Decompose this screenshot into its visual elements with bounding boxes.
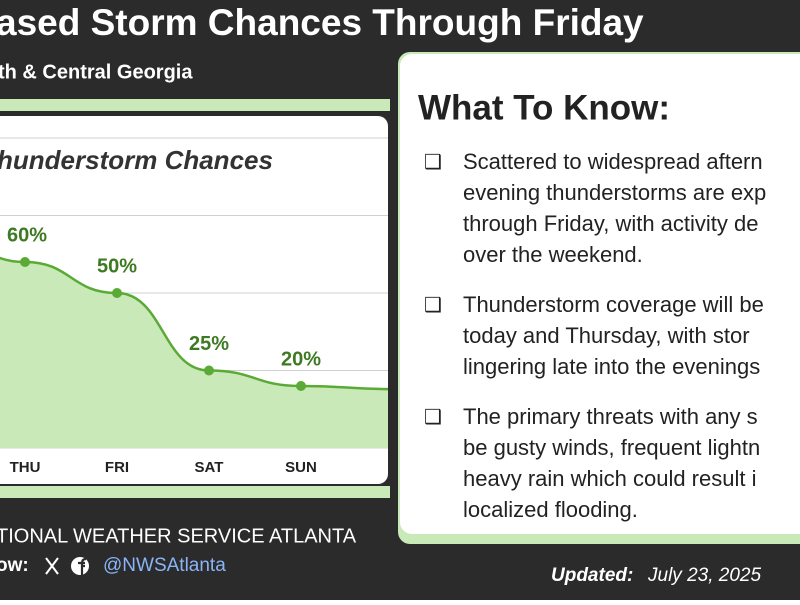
value-label: 25% bbox=[189, 333, 229, 355]
facebook-icon[interactable] bbox=[71, 557, 89, 575]
bullet-line: be gusty winds, frequent lightn bbox=[463, 435, 760, 460]
bullet-line: today and Thursday, with stor bbox=[463, 323, 750, 348]
know-title: What To Know: bbox=[418, 88, 670, 127]
x-tick-label: FRI bbox=[105, 459, 129, 476]
area bbox=[0, 231, 388, 448]
bullet-line: Thunderstorm coverage will be bbox=[463, 292, 764, 317]
know-panel bbox=[400, 54, 800, 534]
point bbox=[112, 288, 122, 298]
updated-date: July 23, 2025 bbox=[647, 565, 761, 586]
bullet-icon: ❑ bbox=[424, 406, 442, 428]
chart-title: hunderstorm Chances bbox=[0, 145, 273, 175]
bullet-line: The primary threats with any s bbox=[463, 404, 758, 429]
bullet-icon: ❑ bbox=[424, 294, 442, 316]
x-icon[interactable] bbox=[45, 557, 59, 575]
bullet-line: through Friday, with activity de bbox=[463, 211, 759, 236]
bullet-line: Scattered to widespread aftern bbox=[463, 149, 763, 174]
x-tick-label: SUN bbox=[285, 459, 317, 476]
point bbox=[204, 365, 214, 376]
bullet-line: lingering late into the evenings bbox=[463, 354, 760, 379]
value-label: 60% bbox=[7, 224, 47, 246]
updated-label: Updated: bbox=[551, 565, 633, 586]
stripe bbox=[0, 99, 390, 111]
x-tick-label: SAT bbox=[195, 459, 224, 476]
bullet-line: heavy rain which could result i bbox=[463, 466, 756, 491]
bullet-icon: ❑ bbox=[424, 151, 442, 173]
bullets: ❑ Scattered to widespread aftern evening t… bbox=[424, 149, 766, 522]
bullet-line: localized flooding. bbox=[463, 497, 638, 522]
stripe bbox=[0, 486, 390, 498]
x-tick-label: THU bbox=[10, 459, 41, 476]
bullet-line: over the weekend. bbox=[463, 242, 643, 267]
handle[interactable]: @NWSAtlanta bbox=[103, 555, 226, 576]
value-label: 50% bbox=[97, 255, 137, 277]
office: TIONAL WEATHER SERVICE ATLANTA bbox=[0, 525, 357, 547]
follow: ow: bbox=[0, 555, 29, 576]
point bbox=[296, 381, 306, 391]
bullet-line: evening thunderstorms are exp bbox=[463, 180, 766, 205]
value-label: 20% bbox=[281, 348, 321, 370]
plot: 60% THU 50% FRI 25% SAT 20% SUN bbox=[0, 137, 388, 476]
title: ased Storm Chances Through Friday bbox=[0, 2, 644, 43]
subtitle: th & Central Georgia bbox=[0, 61, 193, 83]
point bbox=[20, 257, 30, 267]
